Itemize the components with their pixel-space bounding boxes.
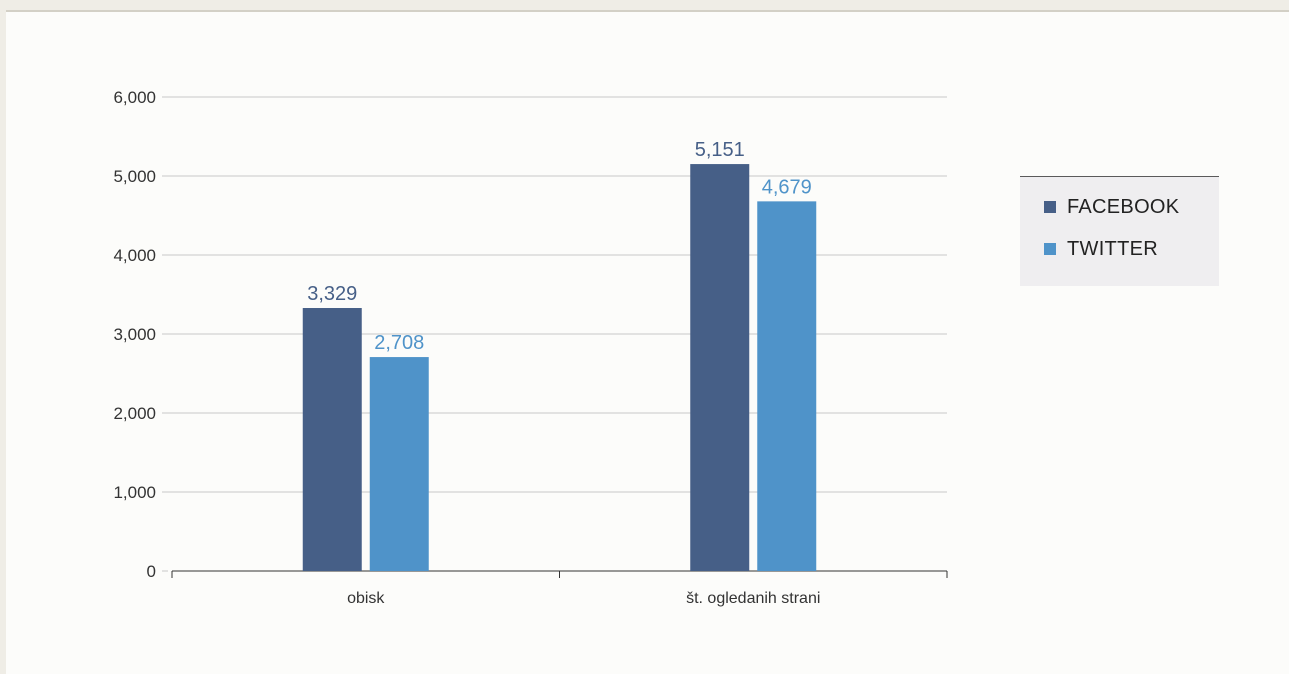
bar-facebook-1 — [690, 164, 750, 572]
bar-facebook-0 — [302, 308, 362, 571]
y-tick-label-5000: 5,000 — [113, 167, 156, 186]
legend-label-facebook: FACEBOOK — [1067, 195, 1180, 218]
bar-twitter-0 — [369, 357, 429, 571]
x-category-label-1: št. ogledanih strani — [686, 590, 820, 607]
data-label-twitter-0: 2,708 — [374, 332, 424, 354]
y-tick-label-6000: 6,000 — [113, 88, 156, 107]
bar-twitter-1 — [757, 201, 817, 571]
data-label-twitter-1: 4,679 — [762, 176, 812, 198]
legend-item-facebook: FACEBOOK — [1044, 196, 1219, 218]
legend-swatch-facebook — [1044, 201, 1056, 213]
legend-label-twitter: TWITTER — [1067, 237, 1158, 260]
data-label-facebook-1: 5,151 — [695, 139, 745, 161]
legend-item-twitter: TWITTER — [1044, 238, 1219, 260]
y-tick-label-2000: 2,000 — [113, 404, 156, 423]
y-tick-label-4000: 4,000 — [113, 246, 156, 265]
legend-swatch-twitter — [1044, 243, 1056, 255]
y-tick-label-1000: 1,000 — [113, 483, 156, 502]
y-tick-label-0: 0 — [147, 562, 156, 581]
legend: FACEBOOK TWITTER — [1020, 176, 1219, 286]
x-category-label-0: obisk — [347, 590, 385, 607]
y-tick-label-3000: 3,000 — [113, 325, 156, 344]
data-label-facebook-0: 3,329 — [307, 283, 357, 305]
chart-frame — [6, 10, 1289, 674]
